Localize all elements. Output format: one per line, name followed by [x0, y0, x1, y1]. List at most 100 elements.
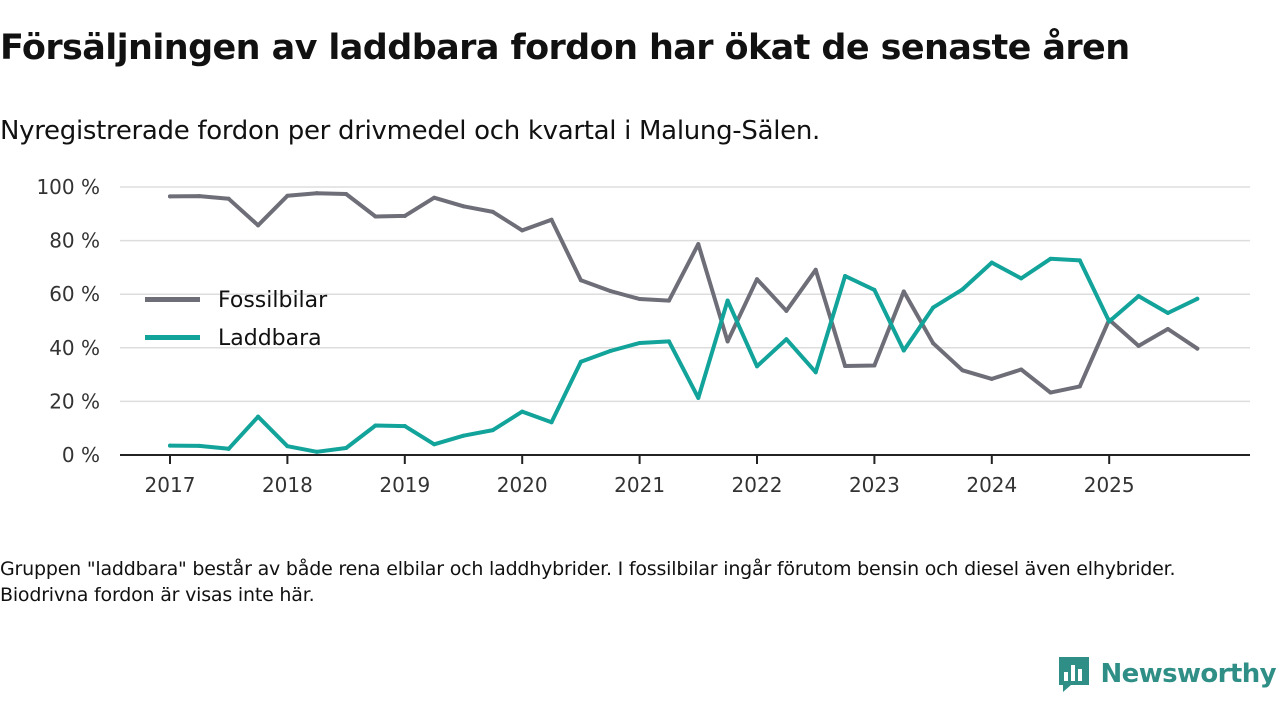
data-point-laddbara — [1107, 319, 1112, 324]
data-point-fossilbilar — [960, 368, 965, 373]
data-point-laddbara — [373, 423, 378, 428]
data-point-fossilbilar — [1195, 346, 1200, 351]
data-point-fossilbilar — [461, 204, 466, 209]
newsworthy-logo-icon — [1058, 657, 1089, 692]
data-point-fossilbilar — [314, 191, 319, 196]
line-chart: 0 % 20 % 40 % 60 % 80 % 100 % 2017 2018 2019 2020… — [36, 175, 1250, 497]
data-point-laddbara — [696, 395, 701, 400]
data-point-laddbara — [666, 339, 671, 344]
legend-label-laddbara: Laddbara — [218, 326, 322, 351]
data-point-laddbara — [608, 349, 613, 354]
data-point-laddbara — [520, 409, 525, 414]
data-point-fossilbilar — [549, 217, 554, 222]
data-point-laddbara — [256, 414, 261, 419]
gridlines — [120, 186, 1250, 403]
data-point-laddbara — [314, 449, 319, 454]
data-point-fossilbilar — [373, 214, 378, 219]
data-point-fossilbilar — [1019, 367, 1024, 372]
x-tick-label: 2024 — [966, 473, 1017, 497]
data-point-laddbara — [344, 446, 349, 451]
x-tick-label: 2018 — [262, 473, 313, 497]
data-point-laddbara — [432, 442, 437, 447]
series-line-laddbara — [168, 256, 1200, 454]
x-tick-label: 2020 — [497, 473, 548, 497]
legend-swatch-laddbara — [145, 335, 200, 340]
data-point-fossilbilar — [637, 297, 642, 302]
data-point-fossilbilar — [784, 308, 789, 313]
data-point-laddbara — [1136, 294, 1141, 299]
data-point-laddbara — [755, 364, 759, 369]
series-lines — [168, 191, 1200, 454]
data-point-laddbara — [1048, 256, 1053, 261]
data-point-fossilbilar — [285, 193, 290, 198]
data-point-fossilbilar — [402, 213, 407, 218]
data-point-laddbara — [1077, 258, 1082, 263]
x-tick-label: 2019 — [379, 473, 430, 497]
legend: Fossilbilar Laddbara — [145, 288, 328, 351]
data-point-laddbara — [843, 273, 848, 278]
y-tick-label: 80 % — [49, 229, 100, 253]
brand-logo: Newsworthy — [1057, 654, 1277, 694]
data-point-laddbara — [461, 433, 466, 438]
data-point-laddbara — [872, 287, 877, 292]
data-point-fossilbilar — [197, 194, 202, 199]
data-point-laddbara — [784, 337, 789, 342]
data-point-laddbara — [901, 348, 906, 353]
data-point-fossilbilar — [725, 339, 730, 344]
data-point-laddbara — [549, 420, 554, 425]
data-point-fossilbilar — [813, 267, 818, 272]
data-point-laddbara — [1165, 310, 1170, 315]
data-point-fossilbilar — [344, 191, 349, 196]
data-point-laddbara — [931, 305, 936, 310]
y-tick-label: 100 % — [36, 175, 100, 199]
y-tick-label: 20 % — [49, 389, 100, 413]
data-point-laddbara — [402, 424, 407, 429]
data-point-fossilbilar — [1077, 384, 1082, 389]
data-point-fossilbilar — [168, 194, 172, 199]
data-point-fossilbilar — [989, 376, 994, 381]
footnote: Gruppen "laddbara" består av både rena e… — [0, 558, 1176, 606]
data-point-laddbara — [226, 446, 231, 451]
data-point-fossilbilar — [608, 288, 613, 293]
y-tick-label: 60 % — [49, 282, 100, 306]
series-line-fossilbilar — [168, 191, 1200, 395]
data-point-fossilbilar — [520, 228, 525, 233]
data-point-laddbara — [578, 359, 583, 364]
data-point-laddbara — [490, 428, 495, 433]
data-point-fossilbilar — [490, 209, 495, 214]
data-point-fossilbilar — [843, 364, 848, 369]
data-point-fossilbilar — [666, 298, 671, 303]
data-point-laddbara — [989, 260, 994, 265]
legend-label-fossilbilar: Fossilbilar — [218, 288, 328, 313]
chart-title: Försäljningen av laddbara fordon har öka… — [0, 28, 1130, 68]
data-point-laddbara — [1019, 276, 1024, 281]
data-point-laddbara — [168, 443, 172, 448]
data-point-laddbara — [813, 370, 818, 375]
x-tick-label: 2017 — [145, 473, 196, 497]
data-point-fossilbilar — [1165, 327, 1170, 332]
x-tick-label: 2023 — [849, 473, 900, 497]
data-point-fossilbilar — [256, 223, 261, 228]
x-tick-label: 2021 — [614, 473, 665, 497]
x-tick-label: 2025 — [1084, 473, 1135, 497]
data-point-laddbara — [285, 444, 290, 449]
data-point-fossilbilar — [1048, 390, 1053, 395]
y-tick-label: 0 % — [62, 443, 100, 467]
axes: 0 % 20 % 40 % 60 % 80 % 100 % 2017 2018 2019 2020… — [36, 175, 1250, 497]
chart-subtitle: Nyregistrerade fordon per drivmedel och … — [0, 116, 820, 146]
legend-swatch-fossilbilar — [145, 297, 200, 302]
data-point-fossilbilar — [901, 289, 906, 294]
data-point-laddbara — [197, 443, 202, 448]
data-point-fossilbilar — [696, 242, 701, 247]
data-point-fossilbilar — [872, 363, 877, 368]
x-tick-label: 2022 — [732, 473, 783, 497]
y-tick-label: 40 % — [49, 336, 100, 360]
data-point-fossilbilar — [931, 341, 936, 346]
data-point-laddbara — [637, 340, 642, 345]
data-point-laddbara — [960, 287, 965, 292]
data-point-laddbara — [1195, 296, 1200, 301]
data-point-laddbara — [725, 298, 730, 303]
data-point-fossilbilar — [432, 195, 437, 200]
data-point-fossilbilar — [578, 278, 583, 283]
data-point-fossilbilar — [226, 196, 231, 201]
